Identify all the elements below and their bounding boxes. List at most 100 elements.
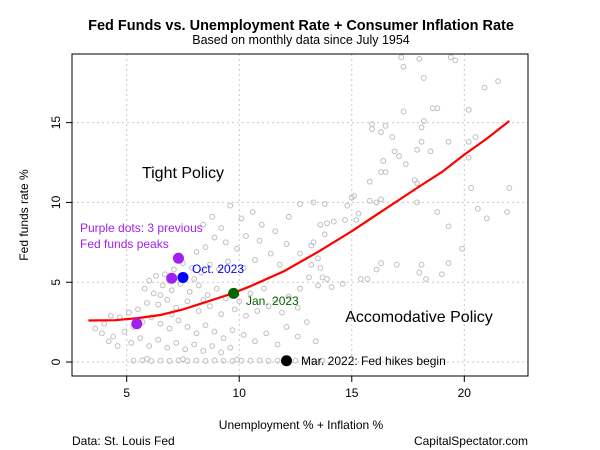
scatter-point bbox=[292, 357, 299, 364]
scatter-point bbox=[105, 338, 112, 345]
scatter-point bbox=[218, 225, 225, 231]
scatter-point bbox=[236, 298, 243, 305]
y-tick-label: 5 bbox=[49, 279, 63, 286]
scatter-point bbox=[382, 122, 389, 129]
scatter-point bbox=[400, 63, 407, 70]
scatter-point bbox=[418, 124, 425, 131]
scatter-point bbox=[227, 202, 234, 209]
scatter-point bbox=[324, 276, 330, 282]
scatter-point bbox=[114, 343, 121, 349]
scatter-point bbox=[193, 330, 200, 337]
scatter-point bbox=[238, 215, 245, 222]
scatter-point bbox=[202, 244, 209, 251]
scatter-point bbox=[373, 266, 380, 273]
scatter-point bbox=[321, 231, 328, 238]
axes: 5 10 15 20 0 5 10 15 bbox=[49, 116, 471, 400]
scatter-point bbox=[164, 344, 171, 351]
scatter-point bbox=[247, 290, 254, 297]
annotation-oct-2023: Oct. 2023 bbox=[192, 262, 244, 276]
scatter-point bbox=[153, 272, 159, 279]
scatter-point bbox=[315, 282, 321, 289]
scatter-point bbox=[202, 358, 209, 364]
scatter-point bbox=[283, 241, 290, 247]
scatter-point bbox=[234, 356, 240, 363]
source-note: Data: St. Louis Fed bbox=[72, 434, 175, 448]
scatter-point bbox=[137, 335, 144, 341]
scatter-point bbox=[285, 293, 292, 300]
scatter-point bbox=[416, 269, 423, 276]
annotation-purple-line1: Purple dots: 3 previous bbox=[80, 221, 203, 235]
scatter-point bbox=[121, 328, 128, 335]
chart-subtitle: Based on monthly data since July 1954 bbox=[192, 33, 410, 47]
scatter-point bbox=[216, 266, 222, 273]
scatter-point bbox=[180, 356, 186, 363]
scatter-point bbox=[420, 118, 427, 124]
scatter-point bbox=[209, 343, 216, 349]
scatter-point bbox=[101, 320, 108, 327]
scatter-point bbox=[396, 153, 402, 160]
scatter-point bbox=[218, 349, 225, 356]
scatter-point bbox=[227, 344, 234, 351]
scatter-point bbox=[294, 304, 301, 311]
scatter-point bbox=[272, 296, 279, 303]
scatter-point bbox=[150, 290, 157, 297]
scatter-point bbox=[389, 134, 396, 140]
scatter-point bbox=[256, 357, 263, 364]
scatter-point bbox=[200, 221, 207, 228]
scatter-point bbox=[213, 285, 220, 292]
scatter-point bbox=[465, 106, 472, 113]
scatter-point bbox=[218, 311, 225, 318]
annotation-jan-2023: Jan. 2023 bbox=[246, 294, 299, 308]
highlight-point-jan-2023 bbox=[228, 287, 240, 299]
scatter-point bbox=[168, 287, 175, 294]
scatter-point bbox=[306, 274, 312, 281]
scatter-point bbox=[195, 282, 202, 289]
scatter-point bbox=[418, 261, 425, 268]
scatter-point bbox=[373, 199, 380, 206]
scatter-point bbox=[434, 105, 441, 112]
scatter-point bbox=[447, 54, 454, 61]
annotation-tight-policy: Tight Policy bbox=[142, 165, 224, 182]
scatter-point bbox=[211, 357, 218, 364]
x-tick-label: 5 bbox=[123, 386, 130, 400]
scatter-point bbox=[173, 304, 180, 311]
scatter-point bbox=[231, 306, 238, 313]
scatter-point bbox=[445, 138, 452, 145]
scatter-point bbox=[182, 346, 189, 353]
scatter-point bbox=[308, 242, 315, 249]
highlight-point-previous-peak bbox=[131, 318, 143, 330]
scatter-point bbox=[420, 75, 427, 81]
scatter-point bbox=[220, 357, 227, 364]
scatter-point bbox=[317, 221, 324, 228]
scatter-point bbox=[204, 292, 211, 298]
scatter-point bbox=[468, 185, 474, 191]
scatter-point bbox=[263, 330, 270, 337]
scatter-point bbox=[310, 358, 317, 364]
scatter-point bbox=[344, 202, 351, 209]
scatter-point bbox=[312, 338, 319, 345]
scatter-point bbox=[193, 249, 200, 255]
scatter-point bbox=[175, 317, 182, 324]
fit-line bbox=[88, 120, 510, 322]
scatter-point bbox=[330, 218, 337, 225]
scatter-point bbox=[317, 264, 324, 271]
scatter-point bbox=[173, 339, 180, 346]
scatter-point bbox=[506, 185, 513, 191]
scatter-point bbox=[272, 228, 279, 235]
scatter-point bbox=[342, 217, 348, 223]
scatter-point bbox=[148, 358, 155, 364]
scatter-point bbox=[301, 357, 308, 364]
scatter-point bbox=[402, 161, 409, 168]
scatter-point bbox=[240, 264, 247, 271]
highlight-point-previous-peak bbox=[166, 272, 178, 284]
scatter-point bbox=[229, 327, 236, 334]
scatter-point bbox=[157, 357, 164, 364]
scatter-point bbox=[254, 308, 261, 314]
scatter-point bbox=[157, 292, 164, 298]
y-axis-label: Fed funds rate % bbox=[17, 169, 31, 261]
scatter-point bbox=[164, 296, 171, 303]
scatter-point bbox=[155, 336, 162, 343]
scatter-point bbox=[146, 277, 153, 284]
scatter-point bbox=[380, 158, 387, 164]
